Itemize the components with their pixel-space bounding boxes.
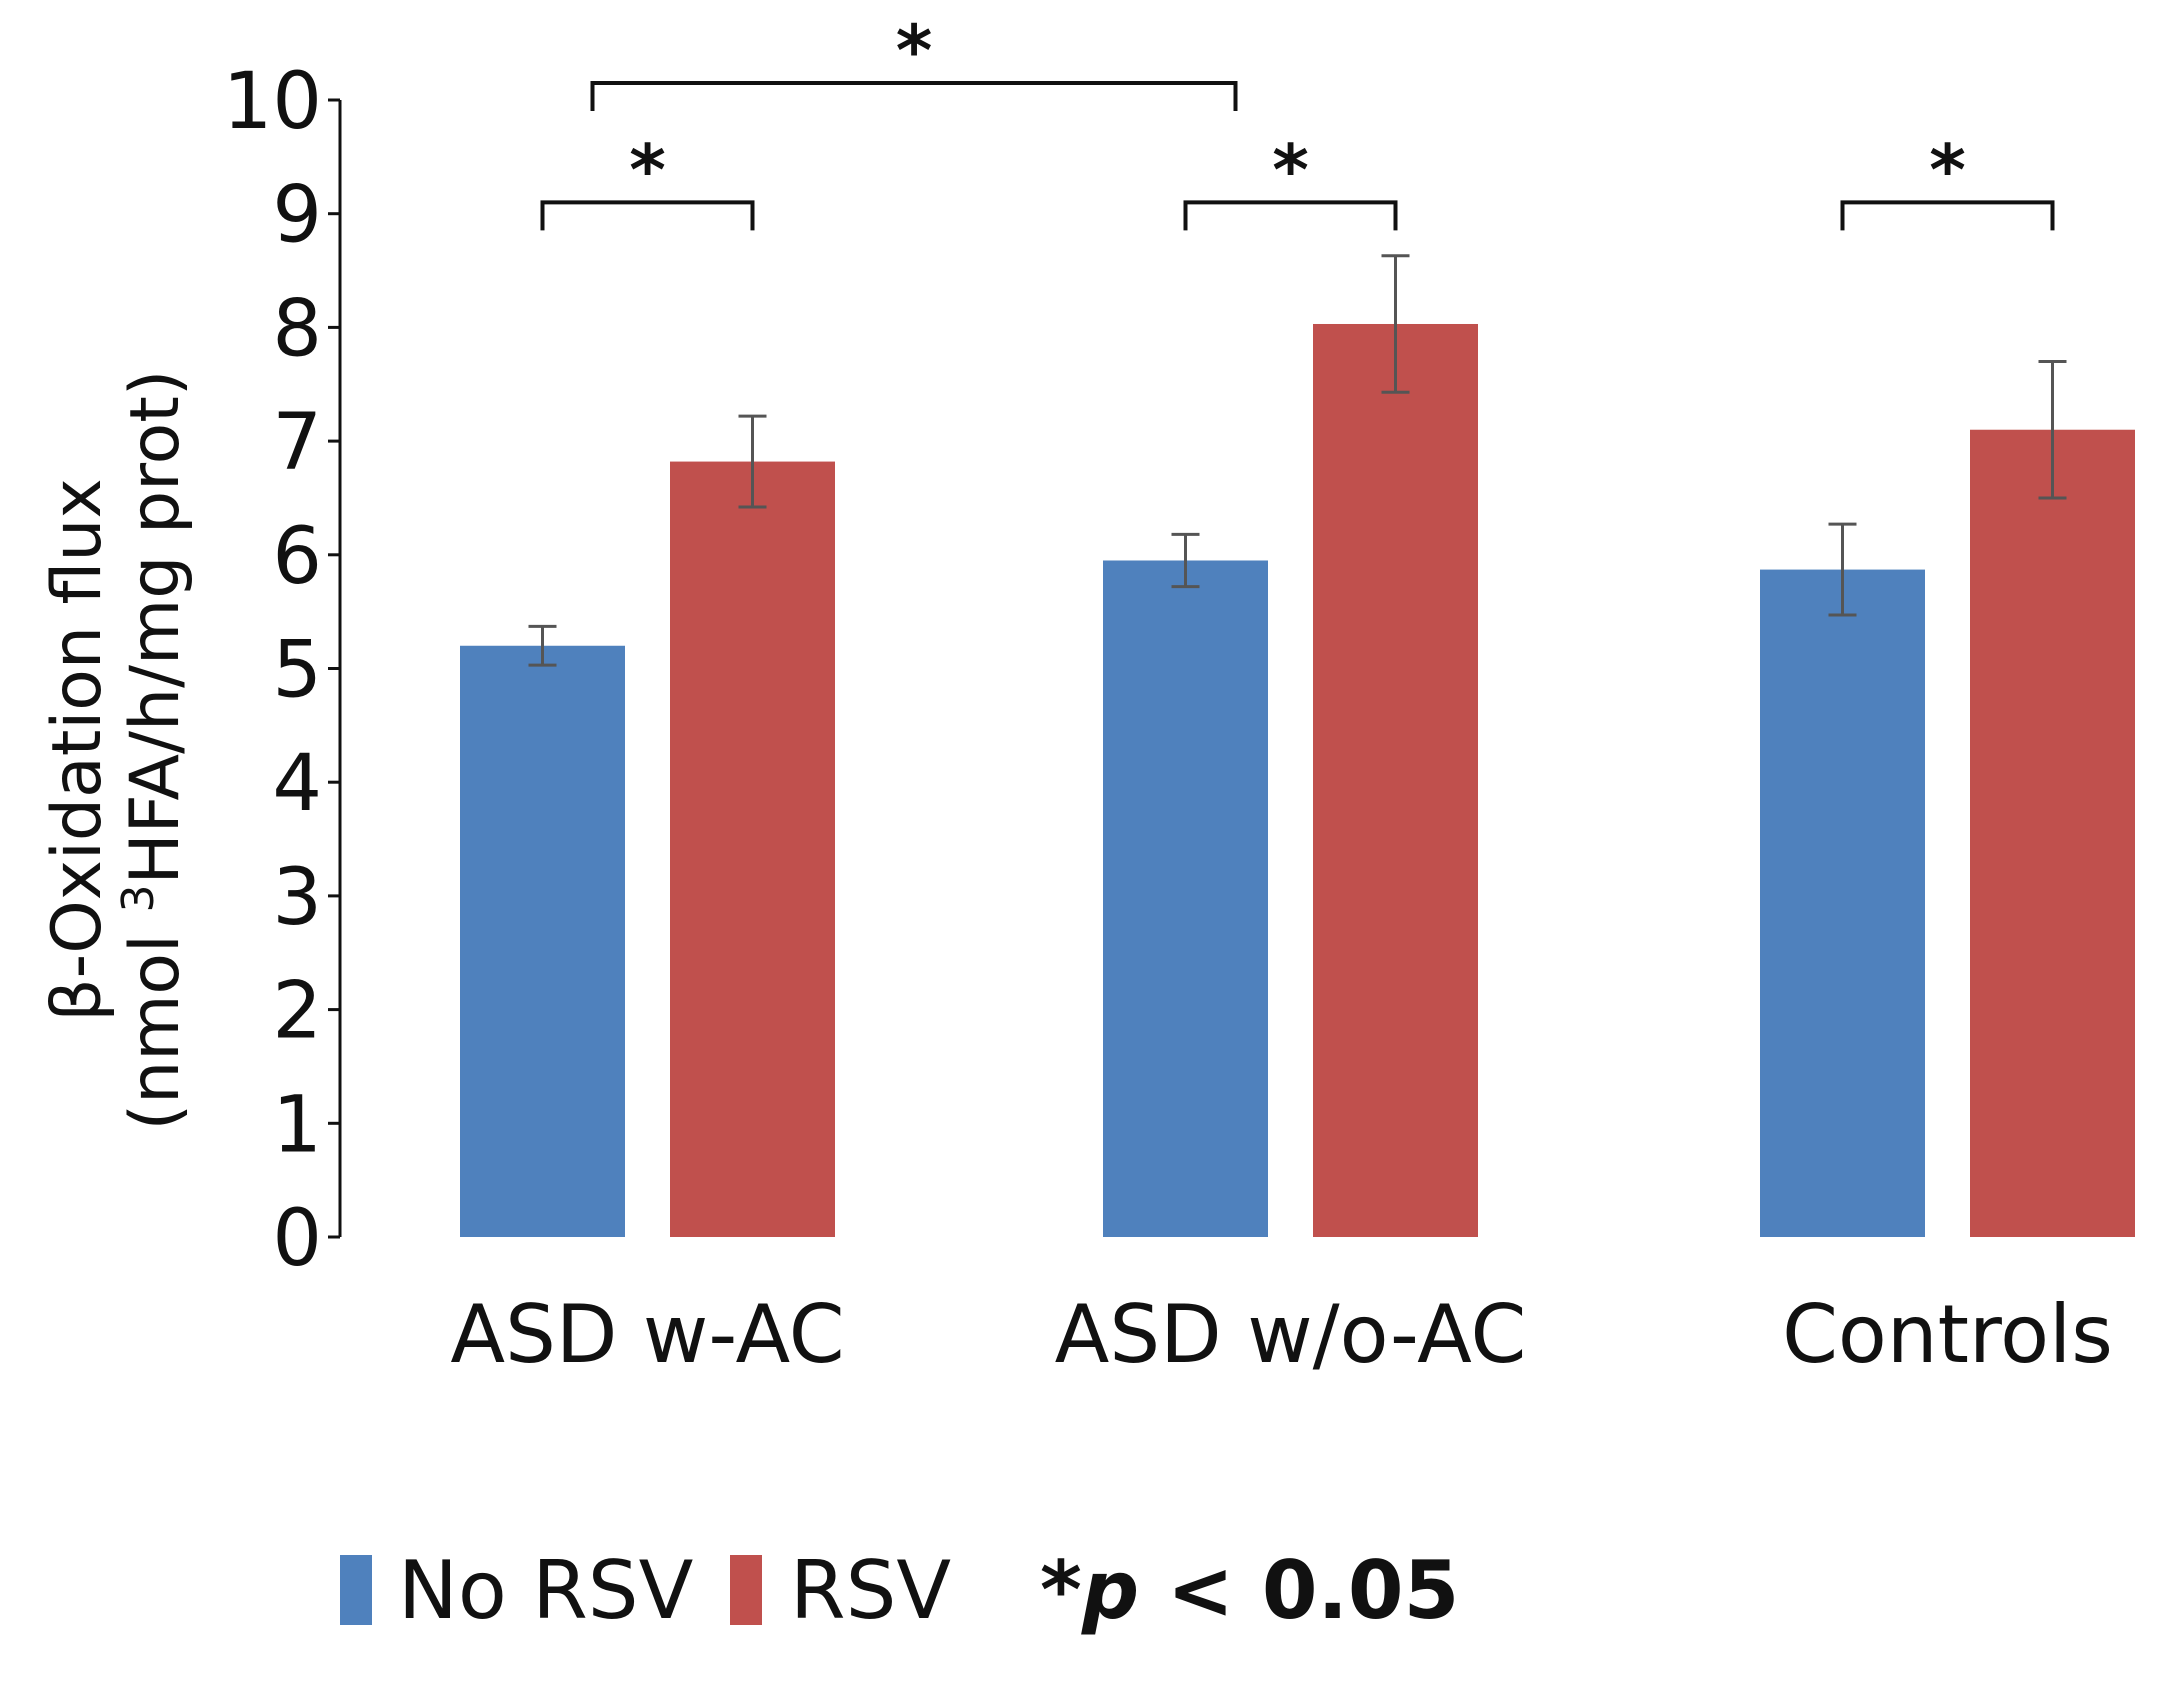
bar-no-rsv [1103,560,1268,1237]
y-axis-title-line2: (nmol 3HFA/h/mg prot) [113,370,196,1131]
bar-rsv [670,461,835,1237]
y-axis-title-line1: β-Oxidation flux [38,478,117,1021]
y-axis-title: β-Oxidation flux (nmol 3HFA/h/mg prot) [38,370,195,1131]
y-tick-label: 5 [272,626,322,716]
significance-star: * [629,129,666,211]
legend-label-no-rsv: No RSV [398,1544,694,1637]
y-tick-label: 0 [272,1194,322,1284]
legend-swatch-rsv [730,1555,762,1625]
significance-star: * [1929,129,1966,211]
y-tick-label: 1 [272,1080,322,1170]
significance-bracket [590,80,1238,111]
y-axis: 0 1 2 3 4 5 6 7 8 9 10 [223,57,342,1284]
significance-star: * [896,10,933,92]
category-label: ASD w/o-AC [1055,1288,1527,1381]
bar-no-rsv [460,645,625,1237]
significance-bracket [1840,200,2055,231]
category-label: ASD w-AC [450,1288,844,1381]
category-label: Controls [1782,1288,2113,1381]
legend-swatch-no-rsv [340,1555,372,1625]
y-tick-label: 6 [272,512,322,602]
significance-bracket [1183,200,1398,231]
bars [460,323,2135,1238]
bar-rsv [1970,429,2135,1238]
y-tick-label: 4 [272,739,322,829]
y-tick-label: 9 [272,171,322,261]
bar-no-rsv [1760,569,1925,1237]
significance-brackets: * * * * [540,10,2055,231]
legend-label-rsv: RSV [790,1544,951,1637]
y-tick-label: 7 [272,398,322,488]
y-tick-label: 10 [223,57,322,147]
error-bars [528,254,2067,667]
significance-note: *p < 0.05 [1040,1544,1459,1637]
significance-bracket [540,200,755,231]
significance-star: * [1272,129,1309,211]
bar-rsv [1313,323,1478,1237]
legend: No RSV RSV *p < 0.05 [340,1544,1459,1637]
y-tick-label: 2 [272,967,322,1057]
category-labels: ASD w-AC ASD w/o-AC Controls [450,1288,2113,1381]
y-tick-label: 8 [272,284,322,374]
y-tick-label: 3 [272,853,322,943]
